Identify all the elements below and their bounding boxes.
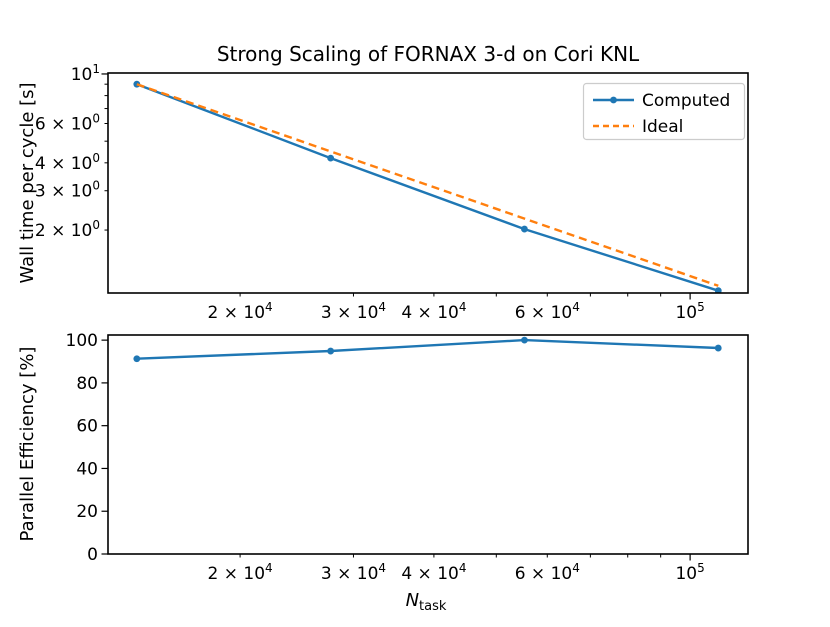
x-tick-label: 2 × 104 (208, 561, 273, 584)
y-tick-label: 80 (76, 374, 98, 394)
x-axis-label-subscript: task (419, 599, 447, 614)
x-axis-label: Ntask (406, 590, 447, 614)
x-tick-label: 6 × 104 (515, 561, 580, 584)
computed-line (136, 83, 719, 292)
parallel-efficiency-marker (521, 336, 528, 344)
y-tick-label: 4 × 100 (35, 151, 100, 174)
y-tick-label: 40 (76, 459, 98, 479)
bottom-y-axis-label: Parallel Efficiency [%] (17, 347, 38, 542)
y-tick-label: 6 × 100 (35, 112, 100, 135)
x-axis-label-main: N (406, 590, 419, 611)
legend-ideal-label: Ideal (642, 117, 683, 137)
efficiency-axes: 2 × 104 3 × 104 4 × 104 6 × 104 105 0 20 40 60 80… (66, 331, 749, 584)
series-layer (133, 336, 722, 363)
legend-computed-marker (610, 96, 617, 104)
computed-marker (521, 225, 528, 233)
x-tick-label: 105 (675, 300, 704, 323)
series-layer (133, 80, 722, 293)
computed-marker (327, 154, 335, 162)
y-tick-label: 100 (66, 331, 98, 351)
parallel-efficiency-marker (327, 347, 335, 355)
y-tick-label: 2 × 100 (35, 218, 100, 241)
parallel-efficiency-marker (714, 344, 722, 352)
x-tick-label: 4 × 104 (401, 300, 466, 323)
axes-frame (107, 334, 749, 555)
x-tick-label: 105 (675, 561, 704, 584)
y-tick-label: 0 (87, 545, 98, 565)
x-tick-label: 3 × 104 (321, 300, 386, 323)
chart-title: Strong Scaling of FORNAX 3-d on Cori KNL (217, 42, 640, 66)
axes-frame (107, 72, 749, 294)
wall-time-axes: 2 × 104 3 × 104 4 × 104 6 × 104 105 6 × 100 4 … (35, 62, 749, 323)
x-tick-label: 4 × 104 (401, 561, 466, 584)
y-tick-label: 60 (76, 417, 98, 437)
y-tick-label: 3 × 100 (35, 179, 100, 202)
y-tick-label: 20 (76, 502, 98, 522)
legend: Computed Ideal (582, 82, 746, 141)
x-tick-label: 6 × 104 (515, 300, 580, 323)
parallel-efficiency-line (136, 338, 719, 360)
x-tick-label: 3 × 104 (321, 561, 386, 584)
y-tick-label: 101 (71, 62, 100, 85)
ideal-line (136, 83, 719, 287)
computed-marker (714, 287, 722, 293)
x-tick-label: 2 × 104 (208, 300, 273, 323)
parallel-efficiency-marker (133, 355, 141, 363)
legend-computed-label: Computed (642, 91, 730, 111)
top-y-axis-label: Wall time per cycle [s] (17, 82, 38, 283)
